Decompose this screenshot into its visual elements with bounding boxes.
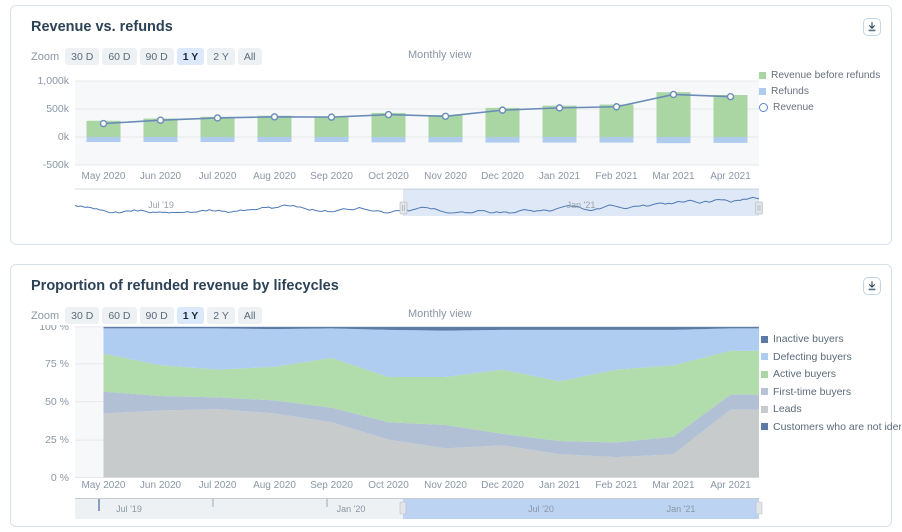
svg-text:Dec 2020: Dec 2020 — [481, 480, 524, 490]
svg-text:Jan '21: Jan '21 — [667, 504, 696, 514]
svg-text:50 %: 50 % — [45, 396, 69, 408]
svg-text:Feb 2021: Feb 2021 — [595, 480, 638, 490]
svg-text:Jan '21: Jan '21 — [567, 200, 596, 210]
svg-text:-500k: -500k — [43, 159, 70, 171]
svg-text:Jul '20: Jul '20 — [528, 504, 554, 514]
svg-text:Jul '19: Jul '19 — [148, 200, 174, 210]
svg-text:Mar 2021: Mar 2021 — [652, 171, 695, 182]
svg-text:Feb 2021: Feb 2021 — [595, 171, 638, 182]
svg-text:Mar 2021: Mar 2021 — [652, 480, 695, 490]
svg-text:Jan 2021: Jan 2021 — [539, 480, 581, 490]
svg-text:Jul '19: Jul '19 — [116, 504, 142, 514]
svg-text:Dec 2020: Dec 2020 — [481, 171, 524, 182]
svg-text:25 %: 25 % — [45, 434, 69, 446]
svg-text:May 2020: May 2020 — [82, 480, 126, 490]
svg-text:Oct 2020: Oct 2020 — [368, 171, 409, 182]
svg-text:Nov 2020: Nov 2020 — [424, 480, 467, 490]
svg-text:Jul 2020: Jul 2020 — [199, 480, 237, 490]
svg-text:0k: 0k — [58, 131, 70, 143]
svg-text:Apr 2021: Apr 2021 — [710, 171, 751, 182]
svg-text:Nov 2020: Nov 2020 — [424, 171, 467, 182]
svg-text:Jun 2020: Jun 2020 — [140, 480, 182, 490]
svg-text:Jul 2020: Jul 2020 — [199, 171, 237, 182]
svg-text:Jun 2020: Jun 2020 — [140, 171, 182, 182]
svg-text:500k: 500k — [46, 103, 70, 115]
svg-text:Aug 2020: Aug 2020 — [253, 480, 296, 490]
svg-text:Oct 2020: Oct 2020 — [368, 480, 409, 490]
svg-text:Sep 2020: Sep 2020 — [310, 480, 353, 490]
svg-text:100 %: 100 % — [39, 325, 69, 333]
svg-text:1,000k: 1,000k — [37, 76, 69, 87]
svg-text:Jan 2021: Jan 2021 — [539, 171, 581, 182]
svg-text:May 2020: May 2020 — [82, 171, 126, 182]
svg-text:Apr 2021: Apr 2021 — [710, 480, 751, 490]
svg-text:Jan '20: Jan '20 — [337, 504, 366, 514]
svg-text:0 %: 0 % — [51, 472, 69, 484]
svg-text:75 %: 75 % — [45, 358, 69, 370]
svg-text:Sep 2020: Sep 2020 — [310, 171, 353, 182]
svg-text:Aug 2020: Aug 2020 — [253, 171, 296, 182]
